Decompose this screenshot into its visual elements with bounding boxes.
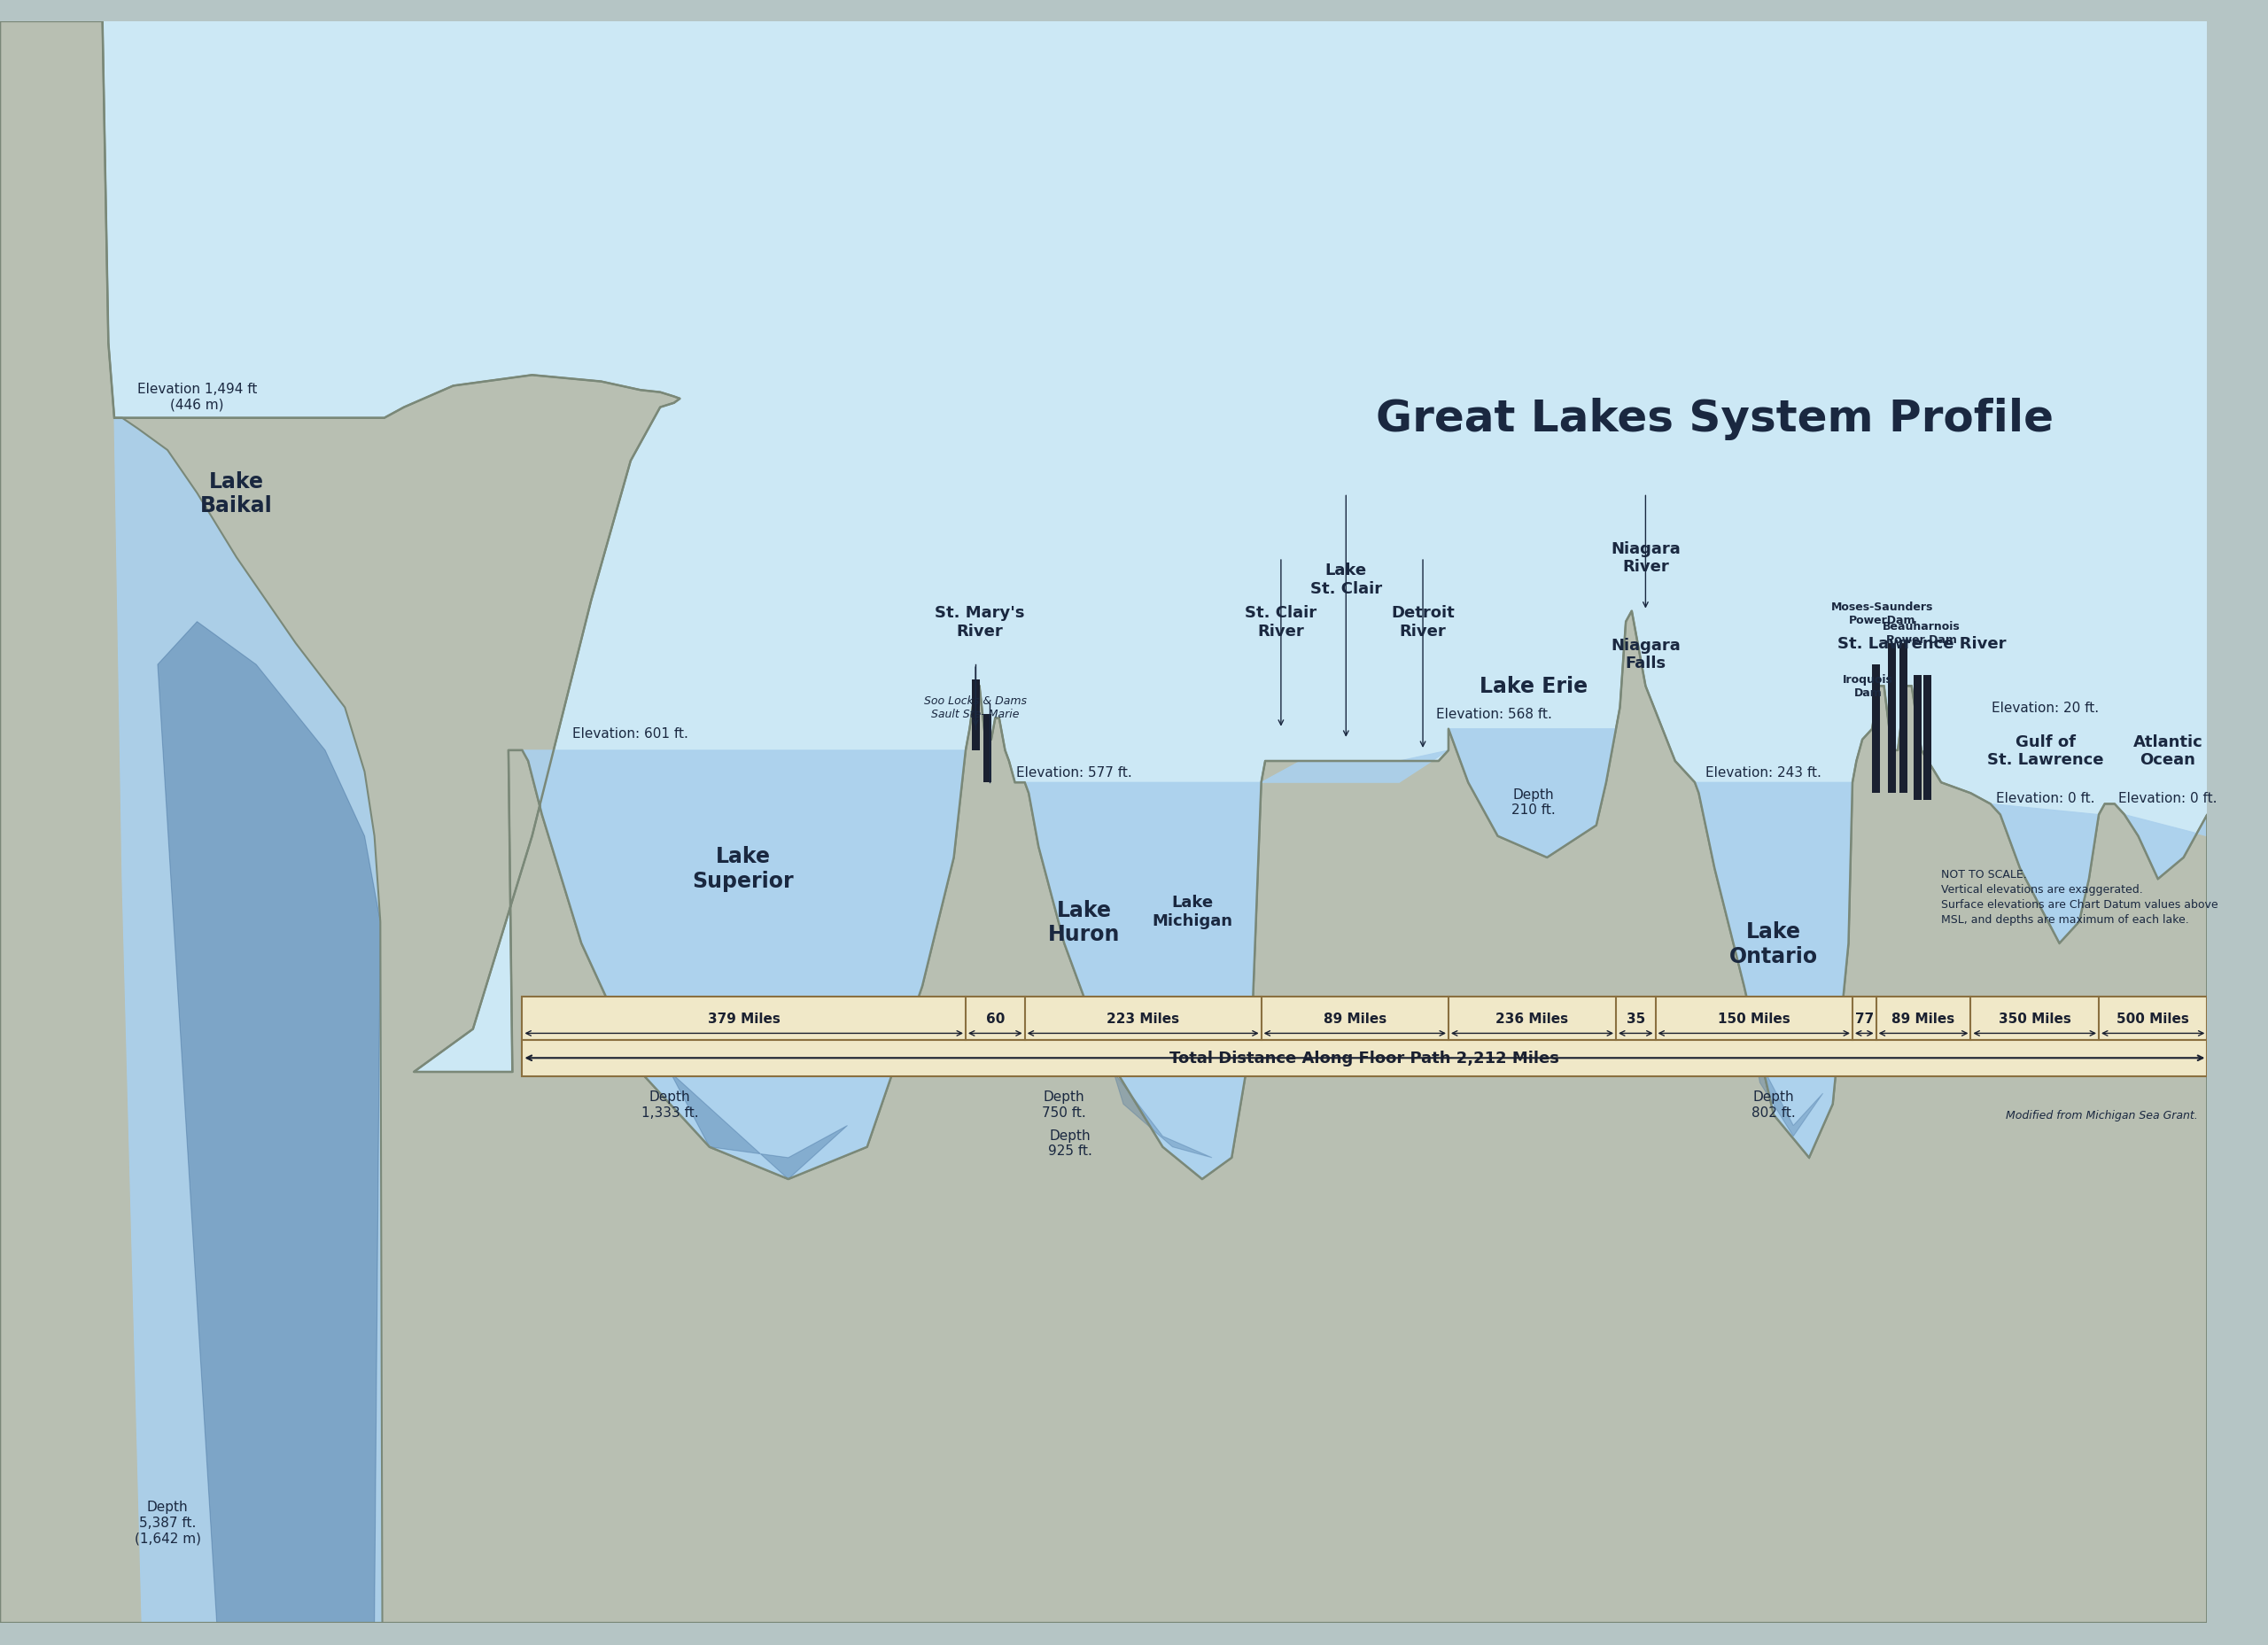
Text: Soo Locks & Dams
Sault Ste- Marie: Soo Locks & Dams Sault Ste- Marie xyxy=(923,696,1027,721)
Text: Beauharnois
Power Dam: Beauharnois Power Dam xyxy=(1882,620,1960,645)
Bar xyxy=(1923,676,1932,799)
Text: 77: 77 xyxy=(1855,1012,1873,1025)
Bar xyxy=(1901,643,1907,793)
Polygon shape xyxy=(159,622,381,1624)
Text: Elevation: 20 ft.: Elevation: 20 ft. xyxy=(1991,701,2100,714)
Text: Lake
Huron: Lake Huron xyxy=(1048,900,1120,946)
Bar xyxy=(522,1040,2207,1076)
Text: 223 Miles: 223 Miles xyxy=(1107,1012,1179,1025)
Text: Niagara
River: Niagara River xyxy=(1610,541,1681,576)
Bar xyxy=(1914,676,1921,799)
Text: 379 Miles: 379 Miles xyxy=(708,1012,780,1025)
Text: Detroit
River: Detroit River xyxy=(1390,605,1454,640)
Text: 236 Miles: 236 Miles xyxy=(1497,1012,1569,1025)
Polygon shape xyxy=(1114,1073,1211,1158)
Text: Elevation: 0 ft.: Elevation: 0 ft. xyxy=(2118,791,2218,804)
Polygon shape xyxy=(669,1073,848,1179)
Text: Elevation: 568 ft.: Elevation: 568 ft. xyxy=(1436,707,1551,721)
Text: Moses-Saunders
PowerDam: Moses-Saunders PowerDam xyxy=(1830,600,1932,627)
Text: Depth
925 ft.: Depth 925 ft. xyxy=(1048,1128,1093,1156)
Text: Elevation: 243 ft.: Elevation: 243 ft. xyxy=(1706,765,1821,778)
Text: 150 Miles: 150 Miles xyxy=(1717,1012,1789,1025)
Text: Modified from Michigan Sea Grant.: Modified from Michigan Sea Grant. xyxy=(2005,1109,2198,1120)
Text: NOT TO SCALE.
Vertical elevations are exaggerated.
Surface elevations are Chart : NOT TO SCALE. Vertical elevations are ex… xyxy=(1941,869,2218,924)
Text: Gulf of
St. Lawrence: Gulf of St. Lawrence xyxy=(1987,734,2105,768)
Polygon shape xyxy=(1694,783,1853,1158)
Bar xyxy=(984,714,991,783)
Polygon shape xyxy=(1449,729,1617,857)
Bar xyxy=(522,997,2207,1040)
Polygon shape xyxy=(1991,804,2098,944)
Polygon shape xyxy=(1261,750,1449,783)
Text: Depth
5,387 ft.
(1,642 m): Depth 5,387 ft. (1,642 m) xyxy=(134,1500,202,1545)
Text: Depth
750 ft.: Depth 750 ft. xyxy=(1043,1091,1086,1119)
Text: Lake
Ontario: Lake Ontario xyxy=(1728,921,1819,967)
Text: Depth
1,333 ft.: Depth 1,333 ft. xyxy=(642,1091,699,1119)
Text: Elevation: 601 ft.: Elevation: 601 ft. xyxy=(572,727,689,740)
Bar xyxy=(1887,643,1896,793)
Text: Iroquois
Dam: Iroquois Dam xyxy=(1844,674,1894,699)
Text: Niagara
Falls: Niagara Falls xyxy=(1610,637,1681,671)
Polygon shape xyxy=(113,418,383,1624)
Text: Lake
Baikal: Lake Baikal xyxy=(200,470,272,517)
Text: St. Clair
River: St. Clair River xyxy=(1245,605,1318,640)
Polygon shape xyxy=(1753,1051,1823,1137)
Text: Lake
Michigan: Lake Michigan xyxy=(1152,895,1232,929)
Text: 350 Miles: 350 Miles xyxy=(1998,1012,2071,1025)
Text: 89 Miles: 89 Miles xyxy=(1892,1012,1955,1025)
Text: St. Mary's
River: St. Mary's River xyxy=(934,605,1025,640)
Text: 89 Miles: 89 Miles xyxy=(1322,1012,1386,1025)
Bar xyxy=(971,679,980,750)
Polygon shape xyxy=(1025,783,1261,1179)
Text: Lake
St. Clair: Lake St. Clair xyxy=(1311,563,1381,597)
Text: 35: 35 xyxy=(1626,1012,1644,1025)
Text: Atlantic
Ocean: Atlantic Ocean xyxy=(2132,734,2202,768)
Polygon shape xyxy=(0,21,2207,1624)
Text: Depth
210 ft.: Depth 210 ft. xyxy=(1510,788,1556,816)
Bar xyxy=(1871,665,1880,793)
Text: 60: 60 xyxy=(987,1012,1005,1025)
Text: Depth
802 ft.: Depth 802 ft. xyxy=(1751,1091,1796,1119)
Text: Lake
Superior: Lake Superior xyxy=(692,846,794,892)
Polygon shape xyxy=(2125,814,2207,880)
Text: Total Distance Along Floor Path 2,212 Miles: Total Distance Along Floor Path 2,212 Mi… xyxy=(1170,1050,1560,1066)
Text: Lake Erie: Lake Erie xyxy=(1479,676,1588,697)
Text: Elevation: 577 ft.: Elevation: 577 ft. xyxy=(1016,765,1132,778)
Text: Elevation: 0 ft.: Elevation: 0 ft. xyxy=(1996,791,2096,804)
Polygon shape xyxy=(522,750,966,1179)
Text: 500 Miles: 500 Miles xyxy=(2116,1012,2189,1025)
Text: Great Lakes System Profile: Great Lakes System Profile xyxy=(1377,398,2053,439)
Text: Elevation 1,494 ft
(446 m): Elevation 1,494 ft (446 m) xyxy=(136,383,256,411)
Text: St. Lawrence River: St. Lawrence River xyxy=(1837,635,2005,651)
